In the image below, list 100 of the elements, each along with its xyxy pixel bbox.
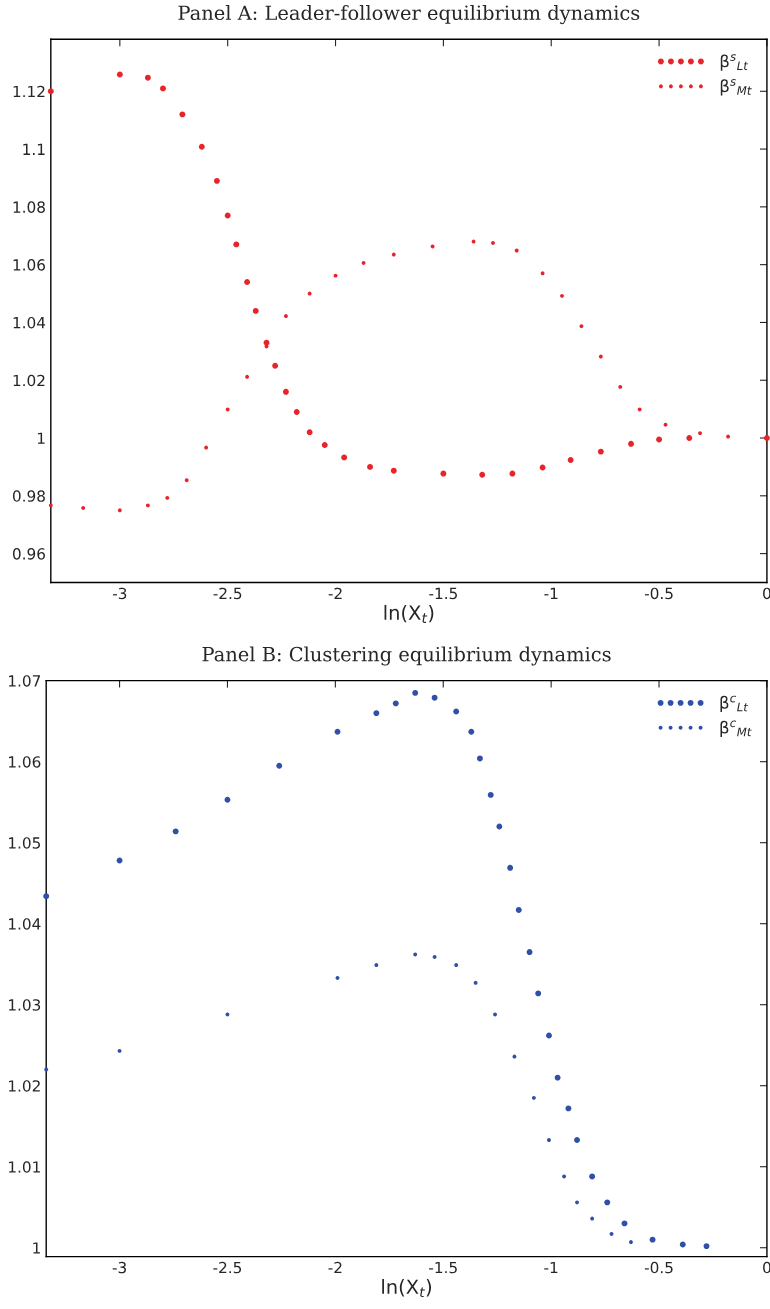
- point: [144, 74, 151, 81]
- y-tick-label: 1.07: [9, 675, 41, 687]
- y-tick-label: 1.02: [9, 1080, 40, 1092]
- point: [649, 1236, 656, 1243]
- point: [491, 241, 495, 245]
- point: [567, 457, 574, 463]
- point: [431, 694, 438, 701]
- point: [390, 467, 397, 474]
- point: [367, 463, 373, 470]
- legend-label: β$^{s}$$_{Mt}$: [720, 79, 752, 96]
- x-tick-label: -3: [112, 1261, 126, 1274]
- y-tick-label: 1.12: [13, 85, 45, 98]
- x-tick-label: -2: [328, 587, 342, 599]
- x-tick-label: -2.5: [213, 587, 242, 600]
- point: [81, 505, 86, 510]
- point: [512, 1054, 517, 1059]
- point: [575, 1200, 579, 1205]
- point: [526, 949, 533, 955]
- x-tick-label: -1: [544, 587, 558, 599]
- point: [540, 271, 545, 276]
- point: [172, 828, 179, 835]
- chart-title: Panel A: Leader-follower equilibrium dynamics: [178, 5, 640, 25]
- point: [179, 111, 186, 118]
- point: [374, 963, 379, 967]
- point: [165, 495, 170, 500]
- x-tick-label: -0.5: [644, 1261, 673, 1274]
- point: [546, 1032, 552, 1039]
- point: [560, 293, 564, 298]
- legend-label: β$^{c}$$_{Lt}$: [720, 695, 749, 713]
- point: [515, 906, 522, 913]
- point: [440, 470, 447, 477]
- point: [679, 1241, 686, 1248]
- y-tick-label: 1.05: [9, 837, 40, 849]
- point: [454, 963, 459, 967]
- point: [224, 796, 231, 803]
- point: [554, 1074, 561, 1081]
- point: [432, 954, 437, 959]
- point: [562, 1174, 567, 1179]
- point: [213, 177, 220, 184]
- x-tick-label: -1.5: [429, 1261, 457, 1274]
- point: [245, 374, 250, 379]
- point: [116, 857, 123, 864]
- point: [703, 1243, 710, 1250]
- point: [47, 88, 54, 95]
- y-tick-label: 1.06: [13, 259, 45, 271]
- point: [574, 1137, 580, 1143]
- point: [597, 448, 604, 455]
- point: [453, 708, 460, 715]
- point: [507, 864, 514, 871]
- y-tick-label: 1.04: [13, 316, 46, 329]
- point: [341, 454, 348, 461]
- point: [589, 1173, 596, 1180]
- point: [621, 1220, 628, 1227]
- point: [763, 435, 770, 441]
- point: [535, 990, 542, 997]
- point: [579, 324, 584, 329]
- x-axis-title: ln(X$_{t}$): [384, 604, 434, 623]
- x-tick-label: -1: [544, 1261, 558, 1274]
- point: [412, 689, 419, 696]
- point: [335, 976, 340, 980]
- point: [225, 407, 230, 412]
- point: [293, 409, 300, 415]
- point: [509, 470, 516, 477]
- point: [698, 431, 703, 436]
- chart-title: Panel B: Clustering equilibrium dynamics: [202, 646, 611, 666]
- y-tick-label: 1.1: [23, 143, 45, 155]
- point: [565, 1105, 572, 1112]
- point: [225, 1012, 230, 1017]
- point: [373, 710, 380, 717]
- point: [590, 1216, 595, 1221]
- point: [160, 85, 166, 92]
- point: [48, 503, 53, 508]
- point: [392, 700, 399, 707]
- point: [117, 508, 122, 513]
- point: [116, 71, 123, 78]
- point: [282, 388, 289, 395]
- x-tick-label: 0: [763, 587, 770, 600]
- point: [117, 1048, 122, 1053]
- point: [306, 429, 313, 436]
- point: [276, 762, 283, 769]
- point: [686, 435, 693, 441]
- y-tick-label: 1: [33, 1242, 40, 1254]
- point: [487, 791, 494, 798]
- legend-label: β$^{s}$$_{Lt}$: [720, 54, 749, 71]
- point: [468, 728, 475, 735]
- point: [479, 471, 486, 478]
- x-tick-label: -0.5: [644, 587, 673, 600]
- point: [283, 314, 288, 319]
- y-tick-label: 0.98: [12, 490, 45, 502]
- y-tick-label: 1.08: [13, 201, 45, 213]
- point: [628, 440, 634, 447]
- point: [244, 279, 251, 285]
- point: [184, 478, 189, 483]
- y-tick-label: 1.04: [9, 918, 41, 930]
- point: [656, 436, 663, 443]
- point: [547, 1138, 551, 1142]
- y-tick-label: 1.06: [9, 756, 41, 768]
- x-tick-label: -2.5: [213, 1261, 242, 1274]
- point: [198, 143, 205, 150]
- point: [493, 1012, 497, 1017]
